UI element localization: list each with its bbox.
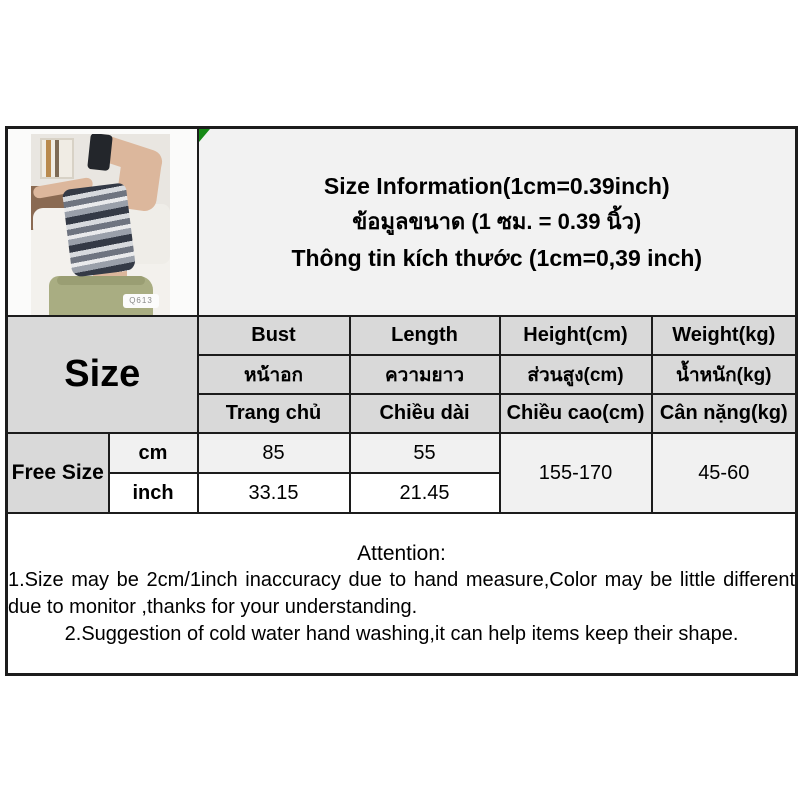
col-header-height-vi: Chiều cao(cm): [498, 393, 653, 434]
value-height-range: 155-170: [498, 432, 653, 514]
col-header-height-en: Height(cm): [498, 315, 653, 356]
title-english: Size Information(1cm=0.39inch): [323, 173, 670, 199]
col-header-weight-vi: Cân nặng(kg): [650, 393, 798, 434]
photo-wall-frame: [40, 138, 74, 179]
title-vietnamese: Thông tin kích thước (1cm=0,39 inch): [291, 245, 703, 271]
value-bust-cm: 85: [196, 432, 351, 474]
value-length-inch: 21.45: [348, 472, 501, 514]
photo-phone: [87, 134, 113, 172]
unit-label-inch: inch: [107, 472, 199, 514]
col-header-length-th: ความยาว: [348, 354, 501, 395]
value-length-cm: 55: [348, 432, 501, 474]
value-weight-range: 45-60: [650, 432, 798, 514]
photo-pants-waistband: [57, 276, 145, 285]
photo-watermark-tag: Q613: [123, 294, 159, 308]
size-table: Q613 Size Information(1cm=0.39inch) ข้อม…: [5, 126, 799, 676]
attention-heading: Attention:: [357, 541, 446, 565]
product-photo-cell: Q613: [5, 126, 199, 317]
title-cell: Size Information(1cm=0.39inch) ข้อมูลขนา…: [196, 126, 798, 317]
row-label-free-size: Free Size: [5, 432, 110, 514]
photo-striped-top: [61, 182, 137, 278]
size-header-cell: Size: [5, 315, 199, 434]
col-header-height-th: ส่วนสูง(cm): [498, 354, 653, 395]
attention-note-2: 2.Suggestion of cold water hand washing,…: [64, 622, 739, 645]
product-photo: Q613: [31, 134, 170, 315]
attention-box: Attention: 1.Size may be 2cm/1inch inacc…: [5, 512, 798, 676]
col-header-length-vi: Chiều dài: [348, 393, 501, 434]
col-header-weight-th: น้ำหนัก(kg): [650, 354, 798, 395]
unit-label-cm: cm: [107, 432, 199, 474]
attention-note-1: 1.Size may be 2cm/1inch inaccuracy due t…: [8, 568, 796, 618]
value-bust-inch: 33.15: [196, 472, 351, 514]
col-header-weight-en: Weight(kg): [650, 315, 798, 356]
title-thai: ข้อมูลขนาด (1 ซม. = 0.39 นิ้ว): [352, 209, 642, 234]
col-header-bust-vi: Trang chủ: [196, 393, 351, 434]
col-header-length-en: Length: [348, 315, 501, 356]
excel-corner-marker-icon: [199, 129, 210, 142]
col-header-bust-th: หน้าอก: [196, 354, 351, 395]
col-header-bust-en: Bust: [196, 315, 351, 356]
